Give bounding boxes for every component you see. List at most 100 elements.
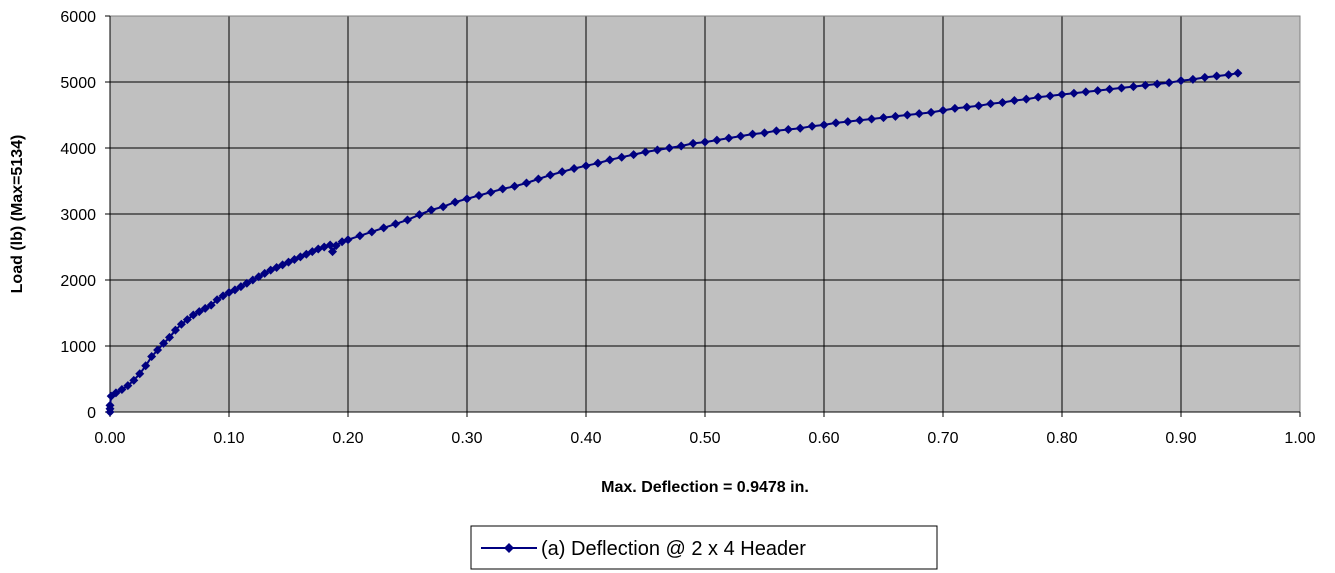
data-point-marker (260, 268, 270, 278)
data-point-marker (367, 227, 377, 237)
data-point-marker (1233, 68, 1243, 78)
y-axis-title: Load (lb) (Max=5134) (9, 135, 26, 294)
data-point-marker (414, 210, 424, 220)
data-point-marker (1200, 72, 1210, 82)
legend-series-marker (504, 543, 514, 553)
y-tick-label: 1000 (60, 339, 96, 356)
data-point-marker (867, 114, 877, 124)
data-point-marker (557, 167, 567, 177)
data-point-marker (159, 338, 169, 348)
data-point-marker (474, 191, 484, 201)
data-point-marker (962, 102, 972, 112)
data-point-marker (533, 174, 543, 184)
data-point-marker (617, 152, 627, 162)
data-point-marker (391, 219, 401, 229)
data-point-marker (831, 118, 841, 128)
data-point-marker (206, 300, 216, 310)
data-point-marker (254, 272, 264, 282)
data-point-marker (248, 275, 258, 285)
data-point-marker (182, 315, 192, 325)
data-point-marker (1128, 82, 1138, 92)
data-point-marker (1081, 87, 1091, 97)
y-tick-label: 2000 (60, 273, 96, 290)
data-point-marker (462, 194, 472, 204)
data-point-marker (1117, 83, 1126, 93)
data-point-marker (1069, 88, 1079, 98)
data-point-marker (343, 235, 353, 245)
data-point-marker (135, 369, 145, 379)
data-point-marker (1105, 84, 1115, 94)
data-point-marker (986, 99, 996, 109)
data-point-marker (450, 197, 460, 207)
data-point-marker (974, 101, 984, 111)
data-point-marker (748, 129, 758, 139)
data-point-marker (1140, 80, 1150, 90)
data-point-marker (807, 121, 817, 131)
x-tick-label: 0.50 (689, 430, 720, 447)
data-point-marker (426, 205, 436, 215)
x-tick-label: 0.70 (927, 430, 958, 447)
series-layer (105, 68, 1243, 417)
data-point-marker (700, 137, 710, 147)
data-point-marker (153, 345, 163, 355)
data-point-marker (212, 295, 222, 305)
data-point-marker (1176, 76, 1186, 86)
x-tick-label: 0.80 (1046, 430, 1077, 447)
data-point-marker (938, 105, 948, 115)
data-point-marker (664, 143, 674, 153)
y-tick-label: 4000 (60, 141, 96, 158)
data-point-marker (170, 325, 180, 335)
data-point-marker (331, 241, 341, 251)
data-point-marker (111, 388, 121, 398)
data-point-marker (379, 223, 389, 233)
x-tick-label: 0.00 (94, 430, 125, 447)
data-point-marker (1093, 86, 1103, 96)
data-point-marker (105, 400, 115, 410)
x-tick-label: 0.90 (1165, 430, 1196, 447)
y-tick-label: 5000 (60, 75, 96, 92)
legend: (a) Deflection @ 2 x 4 Header (470, 525, 938, 570)
data-point-marker (688, 138, 698, 148)
data-point-marker (652, 145, 662, 155)
data-point-marker (879, 113, 888, 123)
data-point-marker (1164, 78, 1174, 88)
x-tick-label: 1.00 (1284, 430, 1315, 447)
data-point-marker (1152, 79, 1162, 89)
data-point-marker (1033, 92, 1043, 102)
data-point-marker (724, 133, 734, 143)
y-tick-label: 0 (87, 405, 96, 422)
data-point-marker (141, 361, 151, 371)
data-point-marker (736, 131, 746, 141)
data-point-marker (1021, 94, 1031, 104)
data-point-marker (795, 123, 805, 133)
data-point-marker (1045, 91, 1055, 101)
data-point-marker (819, 120, 829, 130)
data-point-marker (926, 107, 936, 117)
data-point-marker (855, 115, 865, 125)
data-point-marker (328, 247, 338, 257)
x-tick-label: 0.10 (213, 430, 244, 447)
data-point-marker (218, 291, 228, 301)
data-point-marker (165, 332, 174, 342)
data-point-marker (581, 161, 591, 171)
x-tick-label: 0.20 (332, 430, 363, 447)
x-tick-label: 0.40 (570, 430, 601, 447)
data-point-marker (403, 215, 412, 225)
data-point-marker (200, 303, 210, 313)
data-point-marker (902, 110, 912, 120)
data-point-marker (438, 202, 448, 212)
data-point-marker (1009, 95, 1019, 105)
data-point-marker (147, 352, 157, 362)
data-point-marker (605, 155, 615, 165)
x-tick-label: 0.30 (451, 430, 482, 447)
data-point-marker (498, 184, 508, 194)
legend-series-label: (a) Deflection @ 2 x 4 Header (541, 538, 806, 560)
data-point-marker (117, 385, 127, 395)
data-point-marker (771, 126, 781, 136)
data-point-marker (950, 103, 960, 113)
data-point-marker (641, 147, 650, 157)
data-point-marker (194, 307, 204, 317)
data-point-marker (676, 141, 686, 151)
data-point-marker (522, 178, 531, 188)
